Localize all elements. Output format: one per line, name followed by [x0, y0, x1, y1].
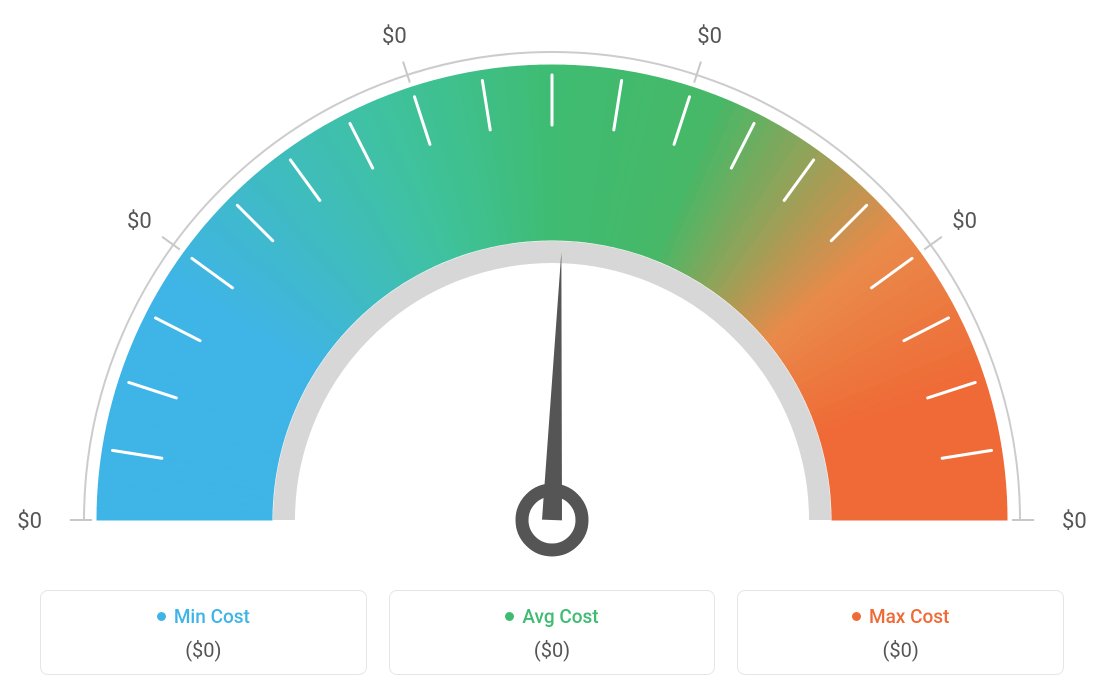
legend-row: Min Cost ($0) Avg Cost ($0) Max Cost ($0…: [40, 590, 1064, 675]
legend-title-avg: Avg Cost: [505, 605, 598, 628]
svg-text:$0: $0: [17, 509, 42, 534]
svg-text:$0: $0: [697, 24, 722, 49]
svg-text:$0: $0: [382, 24, 407, 49]
legend-label-avg: Avg Cost: [522, 605, 598, 628]
legend-title-min: Min Cost: [157, 605, 250, 628]
svg-text:$0: $0: [952, 209, 977, 234]
gauge-chart: $0 $0 $0 $0 $0 $0: [0, 0, 1104, 580]
legend-dot-min: [157, 612, 166, 621]
svg-text:$0: $0: [1062, 509, 1087, 534]
legend-label-max: Max Cost: [869, 605, 949, 628]
legend-card-min: Min Cost ($0): [40, 590, 367, 675]
legend-value-avg: ($0): [402, 638, 703, 662]
legend-value-min: ($0): [53, 638, 354, 662]
legend-card-avg: Avg Cost ($0): [389, 590, 716, 675]
legend-label-min: Min Cost: [174, 605, 250, 628]
legend-title-max: Max Cost: [852, 605, 949, 628]
legend-value-max: ($0): [750, 638, 1051, 662]
legend-card-max: Max Cost ($0): [737, 590, 1064, 675]
gauge-svg: $0 $0 $0 $0 $0 $0: [0, 0, 1104, 580]
svg-text:$0: $0: [127, 209, 152, 234]
legend-dot-max: [852, 612, 861, 621]
legend-dot-avg: [505, 612, 514, 621]
